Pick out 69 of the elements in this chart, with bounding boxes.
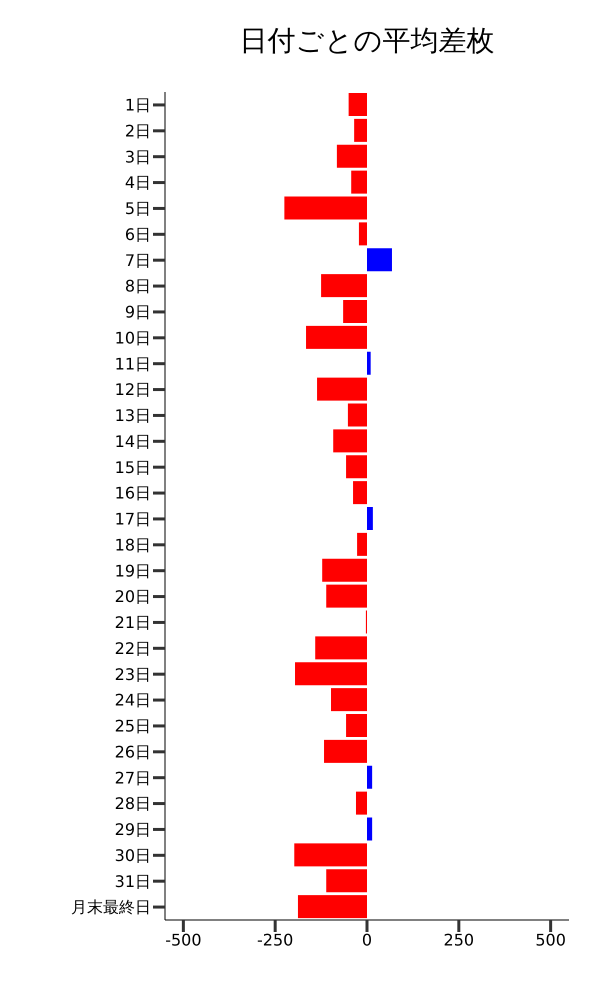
y-tick-label: 12日 <box>114 380 151 400</box>
y-tick-label: 22日 <box>114 638 151 658</box>
bar <box>351 170 367 194</box>
bar <box>336 144 367 168</box>
y-tick-label: 29日 <box>114 820 151 840</box>
y-tick-label: 19日 <box>114 561 151 580</box>
bar <box>367 507 373 530</box>
bar <box>295 662 367 686</box>
y-tick-label: 5日 <box>124 199 151 218</box>
bar <box>326 584 367 608</box>
bar <box>315 636 367 660</box>
bar <box>367 818 372 840</box>
bar <box>322 558 367 582</box>
y-tick-label: 14日 <box>114 432 151 451</box>
bar <box>348 404 367 426</box>
bar <box>343 300 367 323</box>
y-tick-label: 18日 <box>114 535 151 554</box>
x-tick-label: 0 <box>362 930 372 950</box>
y-tick-label: 月末最終日 <box>71 898 151 917</box>
x-tick-label: -500 <box>165 930 202 950</box>
y-tick-label: 3日 <box>124 147 151 166</box>
chart-title: 日付ごとの平均差枚 <box>238 23 496 59</box>
y-tick-label: 2日 <box>124 121 151 140</box>
bar <box>367 766 372 789</box>
y-tick-label: 13日 <box>114 406 151 426</box>
bar <box>317 378 367 401</box>
y-tick-label: 16日 <box>114 484 151 503</box>
bar <box>294 843 367 866</box>
y-tick-label: 1日 <box>124 96 151 115</box>
x-tick-label: -250 <box>257 930 294 950</box>
bar <box>367 352 371 375</box>
bar <box>367 248 392 272</box>
y-tick-label: 24日 <box>114 690 151 710</box>
y-tick-label: 21日 <box>114 613 151 632</box>
y-tick-label: 4日 <box>124 173 151 192</box>
bar <box>306 326 367 349</box>
y-tick-label: 9日 <box>124 302 151 322</box>
bar <box>356 792 367 815</box>
bar <box>346 455 367 478</box>
y-tick-label: 20日 <box>114 587 151 606</box>
y-tick-label: 8日 <box>124 276 151 296</box>
y-tick-label: 17日 <box>114 510 151 529</box>
bar <box>357 532 367 556</box>
bar <box>331 688 367 712</box>
bar <box>353 481 367 504</box>
y-tick-label: 23日 <box>114 664 151 684</box>
y-tick-label: 27日 <box>114 768 151 788</box>
y-tick-label: 28日 <box>114 794 151 814</box>
y-tick-label: 31日 <box>114 872 151 891</box>
bar <box>326 869 367 892</box>
bar <box>333 429 367 452</box>
y-tick-label: 30日 <box>114 846 151 865</box>
y-tick-label: 15日 <box>114 458 151 477</box>
x-tick-label: 500 <box>535 930 566 950</box>
x-tick-label: 250 <box>444 930 474 950</box>
y-tick-label: 6日 <box>124 224 151 244</box>
y-tick-label: 10日 <box>114 328 151 348</box>
y-tick-label: 26日 <box>114 742 151 762</box>
y-tick-label: 11日 <box>114 354 151 374</box>
bar <box>348 93 367 116</box>
y-tick-label: 25日 <box>114 716 151 736</box>
bar <box>354 118 367 142</box>
y-tick-label: 7日 <box>124 250 151 270</box>
bar <box>346 714 367 737</box>
bar <box>298 895 367 918</box>
bar <box>358 222 367 246</box>
bar <box>321 274 367 298</box>
bar <box>324 740 367 763</box>
bar <box>284 196 367 220</box>
